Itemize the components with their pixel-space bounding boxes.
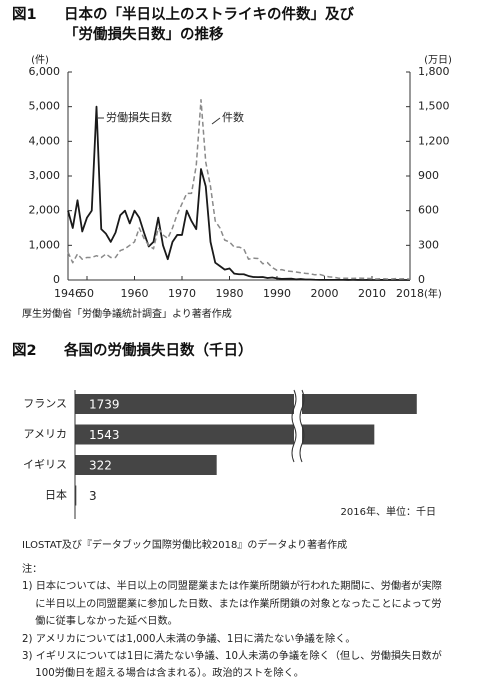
y-tick-label: 6,000 [29, 65, 61, 78]
y2-tick-label: 0 [418, 273, 425, 286]
y-tick-label: 1,000 [29, 238, 61, 251]
x-tick-label: 1946 [54, 287, 82, 300]
figure2-label: 図2 [12, 343, 37, 359]
source: ILOSTAT及び『データブック国際労働比較2018』のデータより著者作成 [22, 538, 347, 551]
value-label: 1543 [89, 428, 120, 442]
x-tick-label: 50 [80, 287, 94, 300]
y-tick-label: 5,000 [29, 100, 61, 113]
bar [75, 424, 375, 445]
chart-note: 2016年、単位：千日 [341, 505, 436, 518]
x-tick-label: 2018 [396, 287, 424, 300]
value-label: 1739 [89, 398, 120, 412]
y2-tick-label: 1,200 [418, 134, 450, 147]
source: 厚生労働省「労働争議統計調査」より著者作成 [22, 307, 232, 320]
value-label: 322 [89, 459, 112, 473]
note: 1) 日本については、半日以上の同盟罷業または作業所閉鎖が行われた期間に、労働者… [22, 581, 442, 628]
series-label: 労働損失日数 [106, 110, 172, 124]
x-tick-label: 1990 [263, 287, 291, 300]
y-tick-label: 3,000 [29, 169, 61, 182]
y2-tick-label: 1,800 [418, 65, 450, 78]
axis-break-gap [294, 390, 302, 462]
y2-axis-unit: (万日) [424, 55, 452, 66]
x-tick-label: 2010 [358, 287, 386, 300]
y2-tick-label: 900 [418, 169, 439, 182]
x-axis-unit: (年) [424, 287, 442, 300]
category-label: イギリス [23, 458, 67, 471]
x-tick-label: 2000 [311, 287, 339, 300]
category-label: アメリカ [24, 428, 67, 441]
x-tick-label: 1970 [168, 287, 196, 300]
series-label: 件数 [222, 111, 244, 124]
category-label: 日本 [45, 488, 67, 502]
value-label: 3 [89, 489, 97, 503]
figure1-title-line1: 日本の「半日以上のストライキの件数」及び [64, 7, 354, 23]
bar [75, 394, 417, 414]
y-axis-unit: (件) [31, 54, 49, 66]
note: 3) イギリスについては1日に満たない争議、10人未満の争議を除く（但し、労働損… [22, 651, 442, 680]
category-label: フランス [23, 397, 67, 410]
y2-tick-label: 300 [418, 238, 439, 251]
y2-tick-label: 600 [418, 204, 439, 217]
series-line [67, 98, 411, 280]
leader [211, 117, 221, 125]
y2-tick-label: 1,500 [418, 100, 450, 113]
figure2-title: 各国の労働損失日数（千日） [64, 343, 253, 359]
y-tick-label: 0 [53, 273, 60, 286]
axis-break [291, 389, 297, 463]
notes: 注： 1) 日本については、半日以上の同盟罷業または作業所閉鎖が行われた期間に、… [22, 561, 450, 680]
note: 2) アメリカについては1,000人未満の争議、1日に満たない争議を除く。 [22, 633, 356, 645]
axis-break [299, 389, 305, 463]
notes-heading: 注： [22, 564, 43, 575]
bar [75, 485, 77, 506]
x-tick-label: 1980 [216, 287, 244, 300]
y-tick-label: 2,000 [29, 204, 61, 217]
x-tick-label: 1960 [121, 287, 149, 300]
figure1-label: 図1 [12, 7, 37, 23]
series-line [67, 105, 410, 281]
figure1-title-line2: 「労働損失日数」の推移 [64, 27, 224, 43]
bar [75, 455, 217, 475]
y-tick-label: 4,000 [29, 134, 61, 147]
